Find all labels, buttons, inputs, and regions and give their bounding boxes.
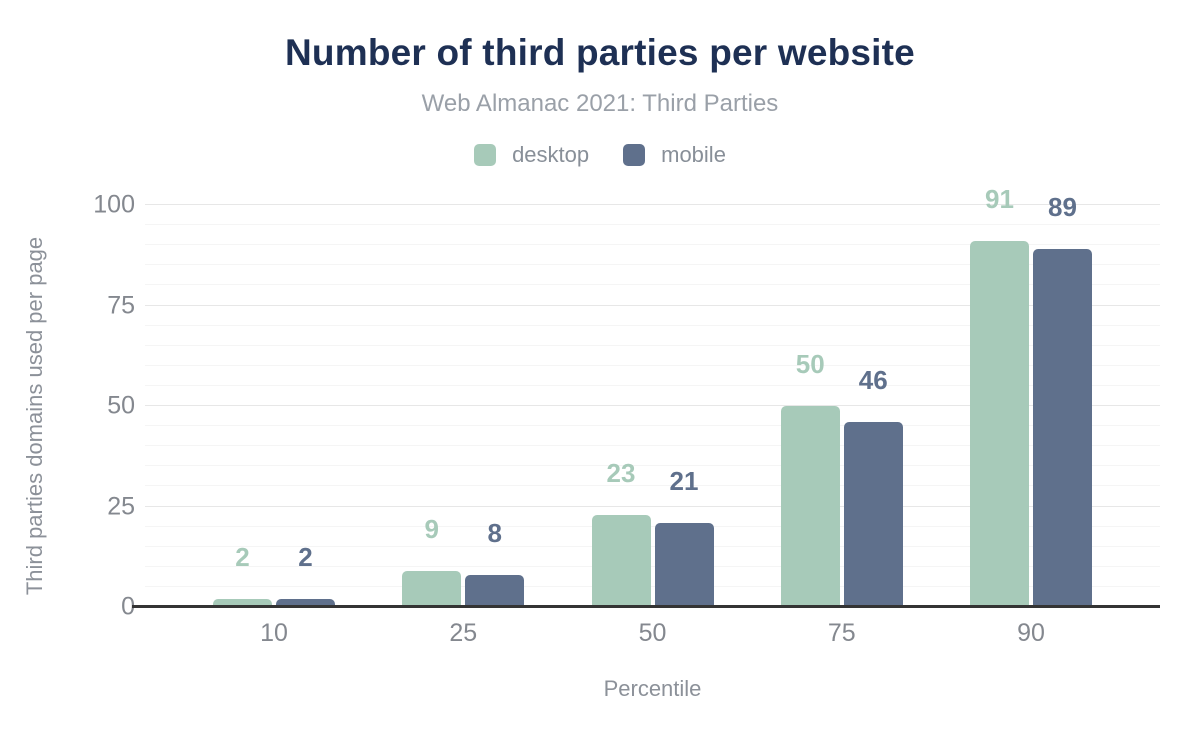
desktop-bar-value-label: 23 [606, 457, 636, 488]
mobile-bar-value-label: 2 [298, 541, 313, 572]
x-tick-label: 90 [1017, 619, 1045, 647]
desktop-legend-swatch-icon [474, 144, 497, 166]
y-tick-label: 25 [107, 492, 135, 520]
plot-area: 0 25 50 75 100 2 2 10 9 8 25 23 21 50 50 46 75 91 89 90 [93, 184, 1160, 647]
legend-label-mobile: mobile [661, 142, 726, 167]
minor-gridline [145, 344, 1160, 346]
minor-gridline [145, 264, 1160, 266]
minor-gridline [145, 545, 1160, 547]
minor-gridline [145, 364, 1160, 366]
x-axis-line [132, 605, 1160, 608]
mobile-bar-value-label: 46 [858, 365, 888, 396]
desktop-bar-value-label: 91 [985, 184, 1014, 215]
bar-group: 50 46 [780, 205, 903, 607]
mobile-bar: 46 [843, 365, 903, 607]
legend-label-desktop: desktop [512, 142, 590, 167]
minor-gridline [145, 425, 1160, 427]
desktop-bar: 9 [402, 514, 462, 607]
y-tick-label: 0 [121, 592, 135, 621]
y-tick-label: 50 [107, 391, 135, 420]
minor-gridline [145, 585, 1160, 587]
bar-group: 23 21 [591, 205, 714, 607]
x-tick-label: 10 [260, 619, 288, 647]
x-tick-label: 75 [827, 619, 856, 647]
minor-gridline [145, 565, 1160, 567]
y-axis-title: Third parties domains used per page [22, 236, 47, 596]
legend: desktop mobile [0, 142, 1200, 168]
desktop-bar-value-label: 50 [795, 349, 825, 379]
mobile-bar: 89 [1033, 192, 1092, 607]
mobile-bar: 8 [465, 518, 525, 607]
mobile-legend-swatch-icon [623, 144, 646, 166]
desktop-bar: 23 [591, 458, 651, 607]
minor-gridline [145, 244, 1160, 246]
desktop-bar-value-label: 9 [424, 513, 439, 544]
mobile-bar: 21 [654, 466, 714, 607]
desktop-bar: 50 [780, 349, 840, 607]
minor-gridline [145, 485, 1160, 487]
minor-gridline [145, 525, 1160, 527]
legend-item-mobile: mobile [623, 142, 726, 168]
major-gridline [145, 505, 1160, 507]
y-tick-label: 75 [107, 291, 135, 319]
mobile-bar-value-label: 89 [1048, 192, 1077, 223]
minor-gridline [145, 384, 1160, 386]
x-tick-label: 50 [638, 619, 667, 647]
mobile-bar-value-label: 8 [487, 517, 502, 548]
mobile-bar-value-label: 21 [669, 465, 699, 496]
minor-gridline [145, 284, 1160, 286]
y-tick-label: 100 [93, 190, 135, 219]
legend-item-desktop: desktop [474, 142, 589, 168]
chart-title: Number of third parties per website [285, 32, 915, 73]
desktop-bar-value-label: 2 [235, 541, 250, 572]
major-gridline [145, 304, 1160, 306]
mobile-bar: 2 [276, 542, 335, 607]
bar-group: 91 89 [970, 184, 1092, 607]
minor-gridline [145, 445, 1160, 447]
minor-gridline [145, 465, 1160, 467]
x-axis-title: Percentile [603, 676, 702, 701]
x-tick-label: 25 [449, 619, 478, 647]
major-gridline [145, 405, 1160, 406]
minor-gridline [145, 324, 1160, 326]
minor-gridline [145, 224, 1160, 226]
desktop-bar: 91 [970, 184, 1029, 607]
major-gridline [145, 204, 1160, 205]
desktop-bar: 2 [213, 542, 272, 607]
chart-subtitle: Web Almanac 2021: Third Parties [421, 90, 779, 117]
